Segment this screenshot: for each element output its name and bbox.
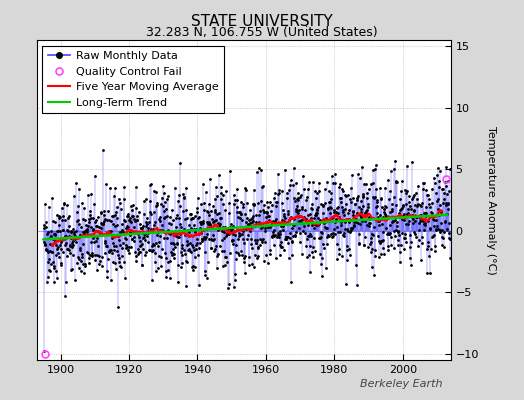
Y-axis label: Temperature Anomaly (°C): Temperature Anomaly (°C)	[486, 126, 496, 274]
Legend: Raw Monthly Data, Quality Control Fail, Five Year Moving Average, Long-Term Tren: Raw Monthly Data, Quality Control Fail, …	[42, 46, 224, 113]
Text: STATE UNIVERSITY: STATE UNIVERSITY	[191, 14, 333, 29]
Text: Berkeley Earth: Berkeley Earth	[360, 379, 442, 389]
Text: 32.283 N, 106.755 W (United States): 32.283 N, 106.755 W (United States)	[146, 26, 378, 39]
